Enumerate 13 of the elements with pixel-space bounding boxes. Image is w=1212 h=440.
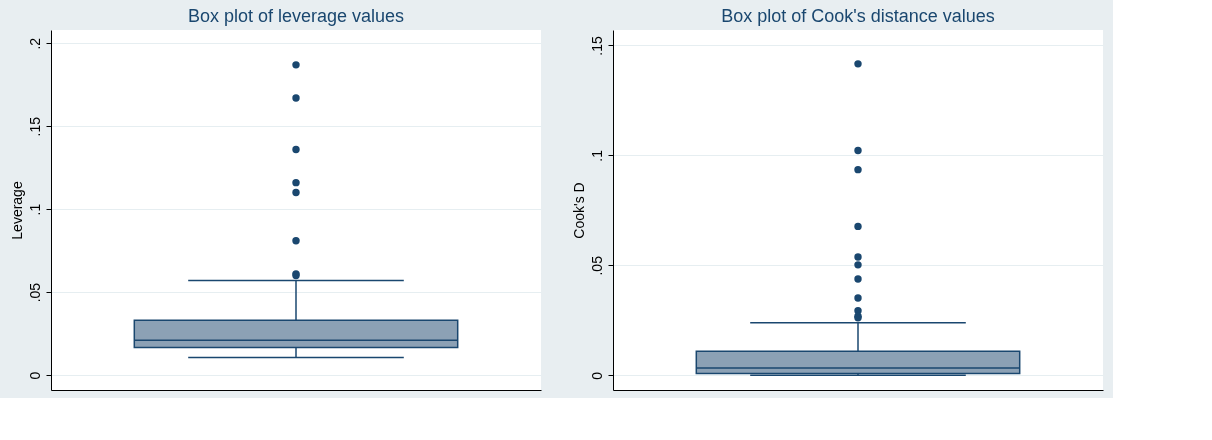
y-tick-label: .15 bbox=[26, 116, 43, 137]
y-tick-label: .05 bbox=[26, 282, 43, 303]
y-axis-title: Leverage bbox=[8, 181, 25, 240]
y-tick-label: .2 bbox=[26, 37, 43, 50]
y-tick-label: .1 bbox=[26, 203, 43, 216]
chart-title: Box plot of leverage values bbox=[187, 6, 405, 26]
y-tick-label: .05 bbox=[588, 255, 605, 276]
y-tick-label: .15 bbox=[588, 35, 605, 56]
y-tick-label: 0 bbox=[26, 371, 43, 380]
y-tick-label: .1 bbox=[588, 149, 605, 162]
chart-title: Box plot of Cook's distance values bbox=[721, 6, 995, 26]
y-axis-title: Cook's D bbox=[570, 182, 587, 239]
y-tick-label: 0 bbox=[588, 371, 605, 380]
